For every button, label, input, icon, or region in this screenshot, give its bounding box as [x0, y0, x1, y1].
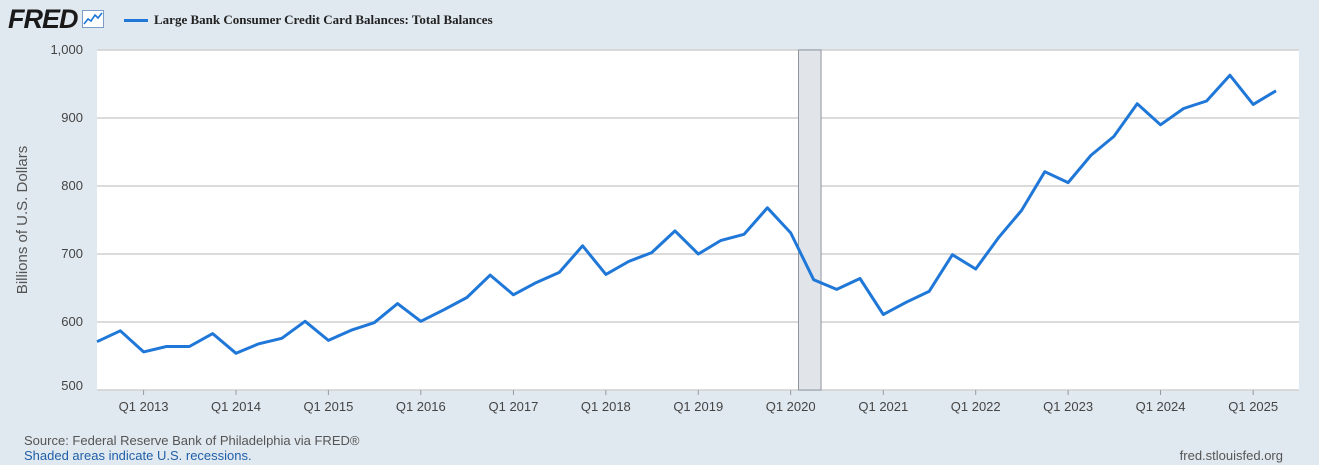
x-tick-label: Q1 2022: [951, 399, 1001, 414]
x-tick-label: Q1 2014: [211, 399, 261, 414]
y-tick-label: 800: [61, 178, 83, 193]
x-tick-label: Q1 2024: [1136, 399, 1186, 414]
recession-shading: [798, 49, 822, 391]
recession-note: Shaded areas indicate U.S. recessions.: [24, 448, 252, 463]
x-tick-label: Q1 2021: [858, 399, 908, 414]
recession-band: [798, 49, 822, 391]
chart-footer: Source: Federal Reserve Bank of Philadel…: [24, 433, 359, 463]
x-tick-label: Q1 2013: [119, 399, 169, 414]
source-note: Source: Federal Reserve Bank of Philadel…: [24, 433, 360, 448]
series-layer: [96, 73, 1277, 355]
y-axis-label: Billions of U.S. Dollars: [14, 146, 31, 294]
site-url[interactable]: fred.stlouisfed.org: [1179, 448, 1283, 463]
y-tick-label: 900: [61, 110, 83, 125]
y-tick-label: 1,000: [50, 42, 83, 57]
x-tick-label: Q1 2018: [581, 399, 631, 414]
fred-logo-text: FRED: [8, 3, 78, 34]
y-tick-labels: 500 600 700 800 900 1,000: [50, 42, 83, 393]
legend-label: Large Bank Consumer Credit Card Balances…: [154, 12, 493, 27]
line-chart-icon: [81, 10, 104, 28]
plot-area: [97, 50, 1299, 390]
x-tick-label: Q1 2017: [489, 399, 539, 414]
x-tick-label: Q1 2016: [396, 399, 446, 414]
x-tick-label: Q1 2025: [1228, 399, 1278, 414]
y-tick-label: 600: [61, 314, 83, 329]
x-tick-label: Q1 2019: [673, 399, 723, 414]
series-line[interactable]: [96, 73, 1277, 355]
legend-swatch: [124, 18, 148, 22]
chart-legend: Large Bank Consumer Credit Card Balances…: [124, 12, 493, 28]
x-tick-labels: Q1 2013 Q1 2014 Q1 2015 Q1 2016 Q1 2017 Q1 20…: [119, 390, 1278, 414]
x-tick-label: Q1 2023: [1043, 399, 1093, 414]
x-tick-label: Q1 2015: [303, 399, 353, 414]
y-tick-label: 500: [61, 378, 83, 393]
fred-logo[interactable]: FRED: [8, 4, 104, 34]
x-tick-label: Q1 2020: [766, 399, 816, 414]
y-tick-label: 700: [61, 246, 83, 261]
